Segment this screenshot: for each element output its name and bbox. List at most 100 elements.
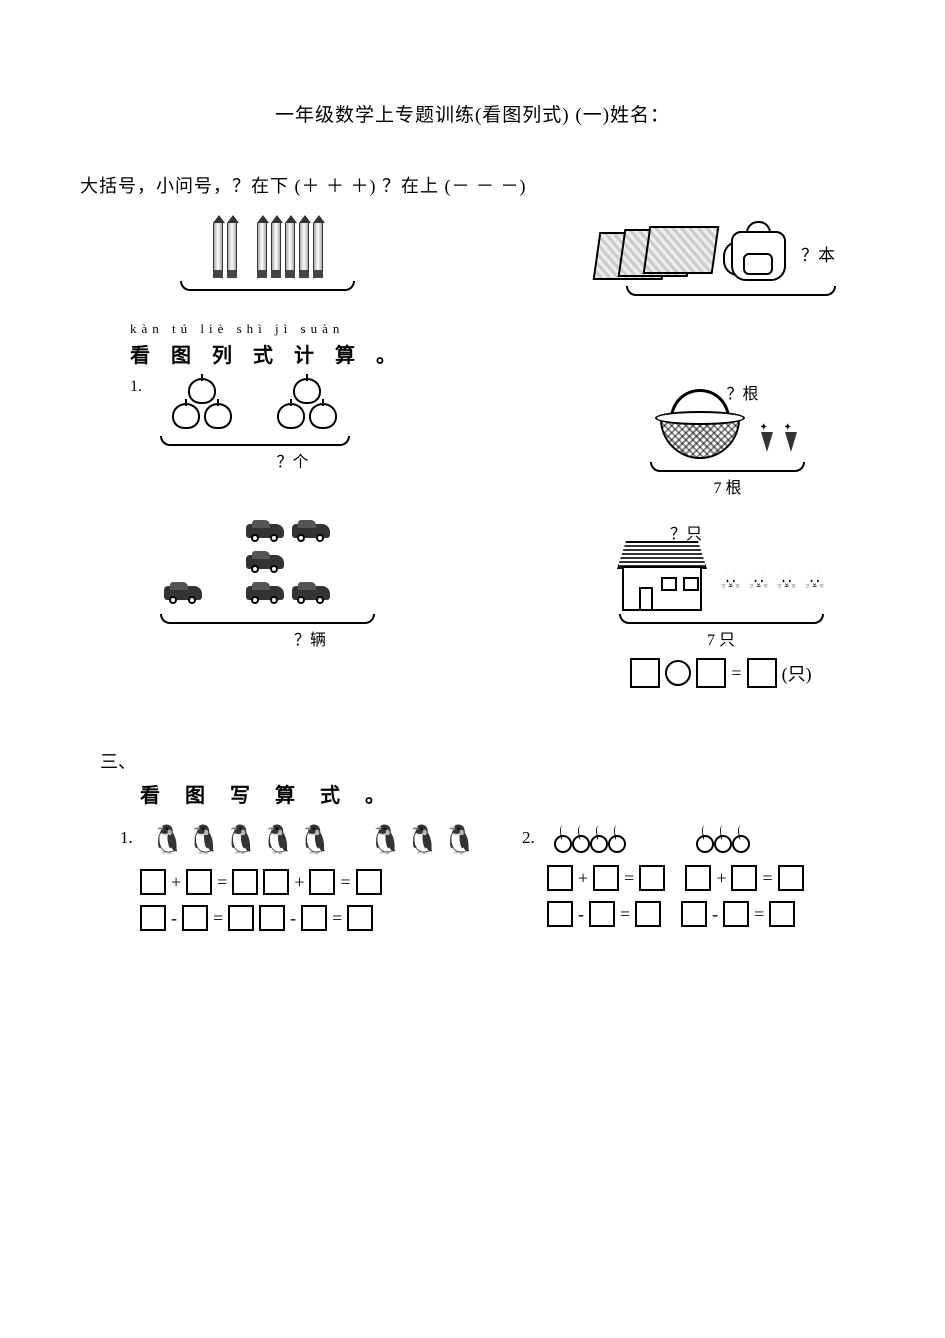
answer-box[interactable] [635, 901, 661, 927]
section2-heading: kàn tú liè shì jì suàn 看 图 列 式 计 算 。 [130, 321, 865, 368]
car-icon [292, 582, 330, 604]
cherry-icon [694, 823, 712, 853]
penguin-icon: 🐧 [442, 823, 477, 857]
apple-pile-right [273, 378, 343, 433]
house-total-label: 7 只 [707, 626, 735, 650]
equation-line: - = - = [547, 901, 865, 927]
answer-box[interactable] [259, 905, 285, 931]
plus-sign: + [578, 868, 588, 889]
section3-heading: 看 图 写 算 式 。 [140, 779, 865, 808]
cherry-icon [570, 823, 588, 853]
answer-box[interactable] [140, 869, 166, 895]
answer-box[interactable] [589, 901, 615, 927]
carrots-visible [757, 424, 801, 459]
bracket-icon [160, 436, 350, 446]
answer-box[interactable] [547, 901, 573, 927]
plus-sign: + [171, 872, 181, 893]
car-left [162, 580, 204, 611]
penguin-icon: 🐧 [368, 823, 403, 857]
bracket-icon [626, 286, 836, 296]
carrot-icon [757, 424, 777, 454]
answer-box[interactable] [685, 865, 711, 891]
answer-box[interactable] [228, 905, 254, 931]
answer-box[interactable] [723, 901, 749, 927]
plus-sign: + [294, 872, 304, 893]
answer-box[interactable] [696, 658, 726, 688]
problem-number: 1. [130, 378, 142, 396]
basket-total-label: 7 根 [713, 474, 741, 498]
book-icon [643, 226, 720, 274]
house-icon [617, 541, 707, 611]
answer-box[interactable] [681, 901, 707, 927]
car-icon [246, 520, 284, 542]
page-title: 一年级数学上专题训练(看图列式) (一)姓名： [80, 100, 865, 127]
pencil-icon [299, 223, 309, 278]
answer-box[interactable] [356, 869, 382, 895]
car-icon [246, 551, 284, 573]
answer-box[interactable] [639, 865, 665, 891]
answer-box[interactable] [347, 905, 373, 931]
q-books-label: ？本 [801, 241, 835, 266]
house-problem: ？只 7 只 = (只) [617, 518, 825, 688]
answer-box[interactable] [747, 658, 777, 688]
answer-box[interactable] [778, 865, 804, 891]
house-equation: = (只) [630, 658, 811, 688]
penguin-icon: 🐧 [150, 823, 185, 857]
cars-problem: ？辆 [80, 518, 375, 688]
equals-sign: = [731, 663, 741, 684]
rabbit-icon [773, 566, 797, 606]
instruction-text: 大括号，小问号，？在下 (＋ ＋ ＋) ？在上 (－ － －) [80, 172, 865, 198]
penguin-icon: 🐧 [261, 823, 296, 857]
answer-box[interactable] [630, 658, 660, 688]
pencil-set-left [213, 223, 237, 278]
answer-box[interactable] [301, 905, 327, 931]
answer-box[interactable] [547, 865, 573, 891]
car-right-group [244, 518, 374, 611]
car-icon [246, 582, 284, 604]
cherry-icon [552, 823, 570, 853]
books-stack [596, 226, 716, 281]
penguin-right-group: 🐧 🐧 🐧 [368, 823, 477, 857]
apple-icon [188, 378, 216, 404]
answer-box[interactable] [232, 869, 258, 895]
penguin-icon: 🐧 [298, 823, 333, 857]
cherry-left-group [552, 823, 624, 853]
cherry-icon [730, 823, 748, 853]
operator-circle[interactable] [665, 660, 691, 686]
car-icon [164, 582, 202, 604]
rabbit-icon [801, 566, 825, 606]
pencil-icon [271, 223, 281, 278]
cherry-icon [712, 823, 730, 853]
minus-sign: - [171, 908, 177, 929]
answer-box[interactable] [140, 905, 166, 931]
equation-line: - = - = [140, 905, 477, 931]
row-2: 1. ？个 ？根 [80, 378, 865, 498]
apple-icon [172, 403, 200, 429]
answer-box[interactable] [186, 869, 212, 895]
answer-box[interactable] [182, 905, 208, 931]
pencil-icon [227, 223, 237, 278]
heading-text: 看 图 列 式 计 算 。 [130, 339, 865, 368]
equals-sign: = [213, 908, 223, 929]
basket-icon [655, 399, 745, 459]
pencil-icon [213, 223, 223, 278]
books-problem: ？本 [596, 223, 865, 296]
plus-sign: + [716, 868, 726, 889]
section3-row: 1. 🐧 🐧 🐧 🐧 🐧 🐧 🐧 🐧 + = [80, 823, 865, 941]
basket-problem: ？根 7 根 [650, 378, 805, 498]
apple-icon [204, 403, 232, 429]
equals-sign: = [217, 872, 227, 893]
rabbit-icon [717, 566, 741, 606]
rabbits-visible [717, 566, 825, 611]
answer-box[interactable] [263, 869, 289, 895]
answer-box[interactable] [593, 865, 619, 891]
sec3-problem-2: 2. + = + [517, 823, 865, 941]
minus-sign: - [578, 904, 584, 925]
equals-sign: = [620, 904, 630, 925]
pencil-icon [257, 223, 267, 278]
bracket-icon [650, 462, 805, 472]
answer-box[interactable] [769, 901, 795, 927]
answer-box[interactable] [731, 865, 757, 891]
sec3-problem-1: 1. 🐧 🐧 🐧 🐧 🐧 🐧 🐧 🐧 + = [80, 823, 477, 941]
answer-box[interactable] [309, 869, 335, 895]
